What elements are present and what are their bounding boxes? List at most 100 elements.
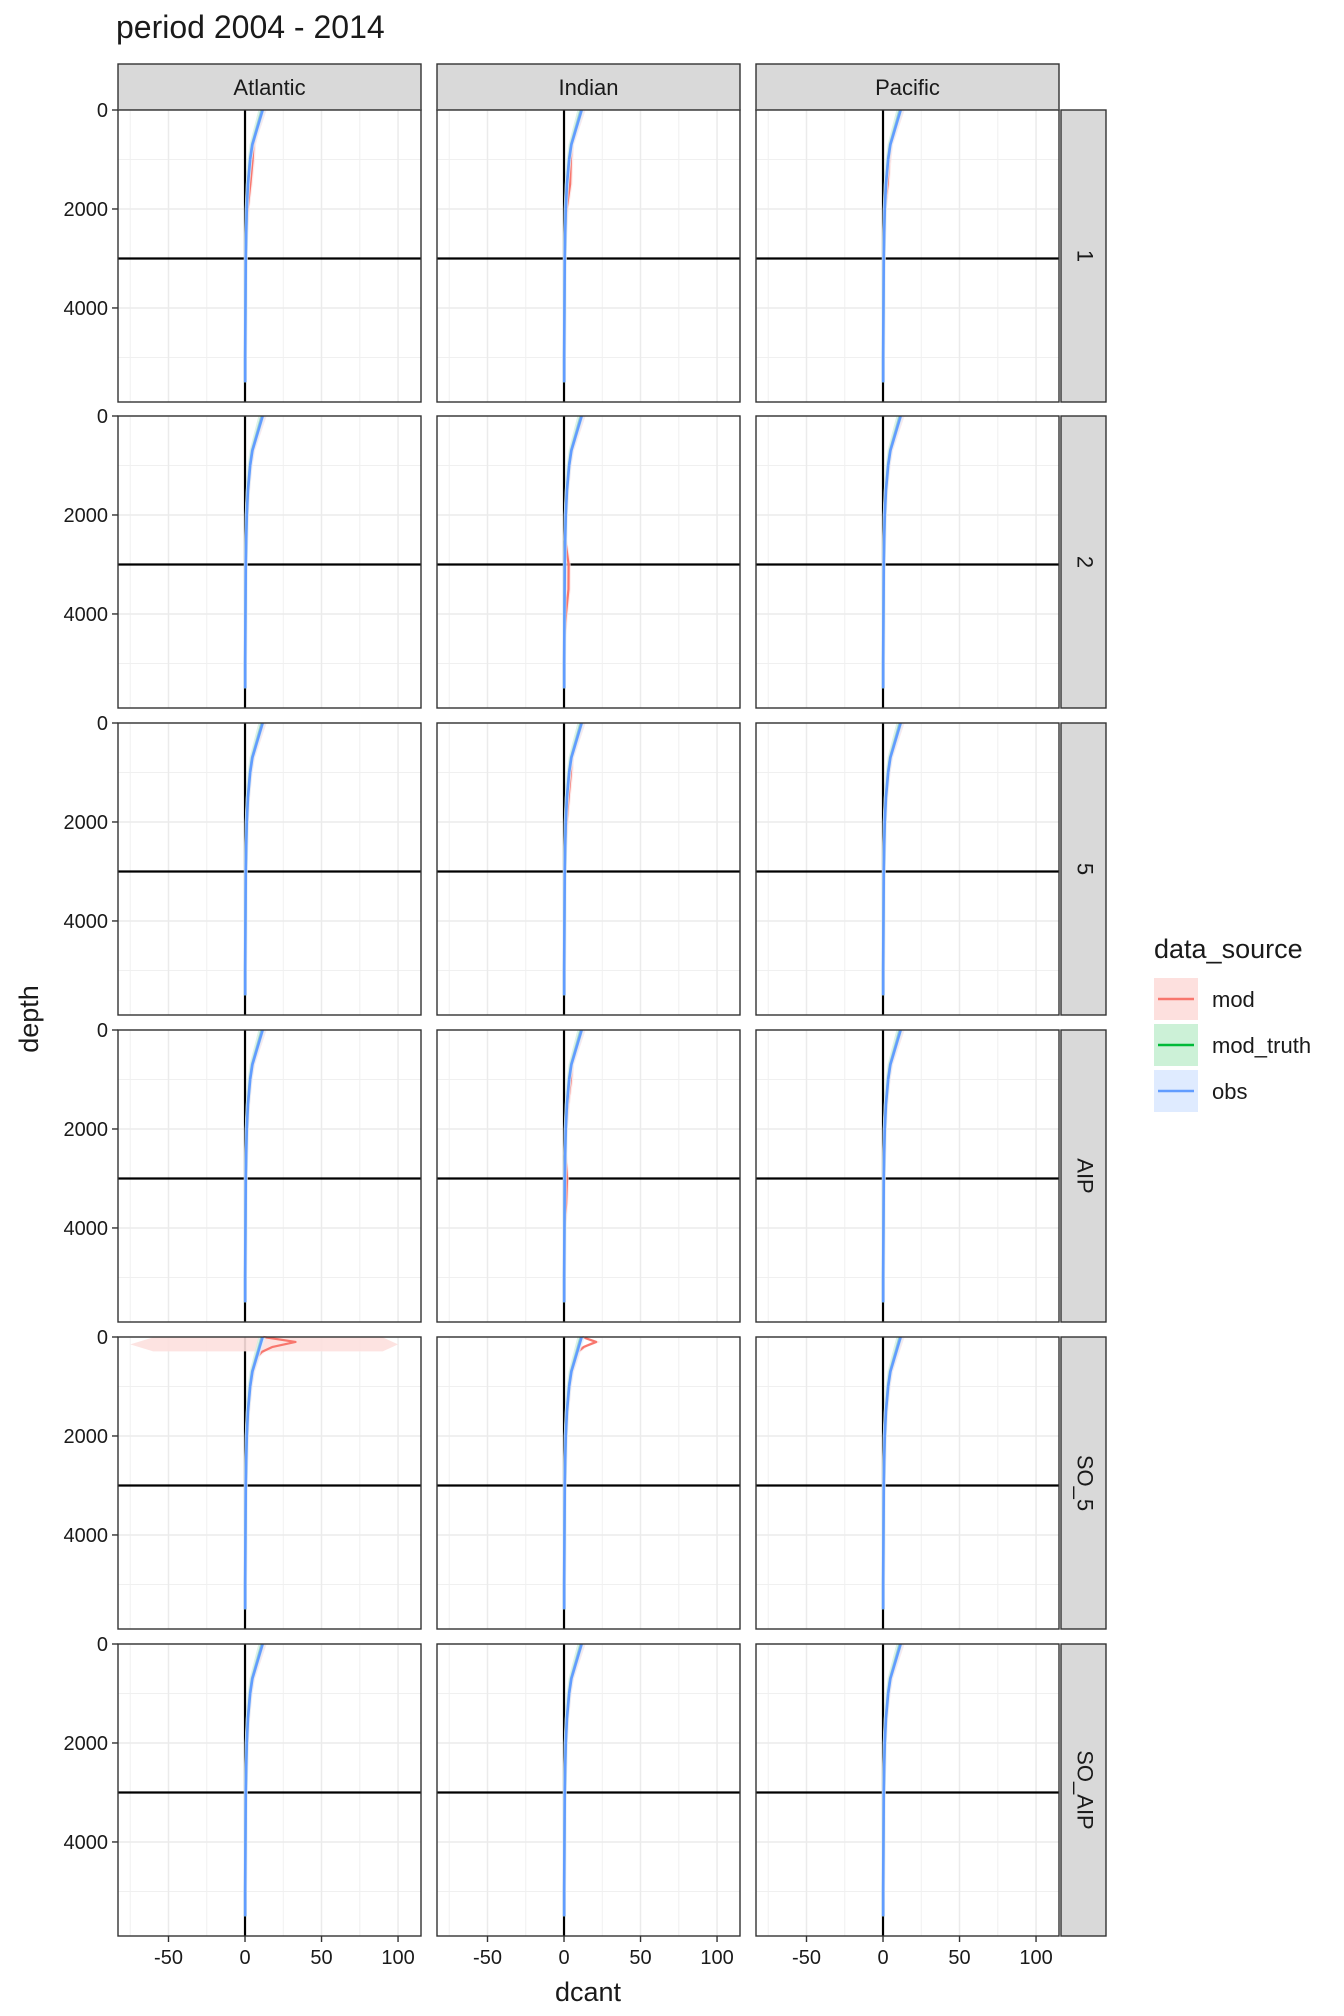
obs-line	[881, 722, 902, 996]
panel-background	[437, 110, 740, 402]
obs-line	[243, 1029, 264, 1303]
y-tick-label: 4000	[64, 1218, 109, 1240]
panel-background	[437, 1337, 740, 1629]
x-tick-label: 100	[381, 1947, 414, 1969]
obs-line	[881, 415, 902, 689]
legend-label-mod: mod	[1212, 987, 1255, 1012]
facet-strip-label-atlantic: Atlantic	[233, 75, 305, 100]
panel-5-pacific	[755, 722, 1060, 1016]
panel-background	[118, 110, 421, 402]
obs-line	[881, 1336, 902, 1610]
panel-so-5-atlantic	[117, 1335, 422, 1630]
panel-border	[436, 1336, 741, 1630]
y-tick-label: 4000	[64, 911, 109, 933]
y-axis-title: depth	[14, 985, 44, 1053]
obs-line	[562, 722, 583, 996]
y-tick-label: 0	[97, 100, 108, 122]
facet-strip-row-label-2: 2	[1073, 556, 1098, 568]
panel-border	[117, 415, 422, 709]
x-tick-label: -50	[154, 1947, 183, 1969]
y-tick-label: 0	[97, 406, 108, 428]
obs-line	[881, 109, 902, 383]
facet-strip-label-pacific: Pacific	[875, 75, 940, 100]
panel-so-5-indian	[436, 1335, 741, 1630]
legend-item-obs: obs	[1154, 1070, 1247, 1112]
facet-strip-row-label-1: 1	[1073, 250, 1098, 262]
panel-aip-atlantic	[117, 1029, 422, 1323]
facet-strip-row-so-5	[1060, 1336, 1107, 1630]
panel-border	[117, 1643, 422, 1937]
panel-border	[755, 415, 1060, 709]
facet-strip-row-label-aip: AIP	[1073, 1158, 1098, 1193]
x-tick-label: 50	[310, 1947, 332, 1969]
obs-line	[243, 109, 264, 383]
panel-background	[437, 416, 740, 708]
obs-line	[562, 415, 583, 689]
y-tick-label: 0	[97, 1327, 108, 1349]
panel-border	[117, 1336, 422, 1630]
y-tick-label: 0	[97, 1634, 108, 1656]
obs-line	[562, 109, 583, 383]
panel-border	[436, 1029, 741, 1323]
facet-strip-row-label-so-5: SO_5	[1073, 1455, 1098, 1511]
panel-background	[756, 1030, 1059, 1322]
panel-border	[436, 415, 741, 709]
x-tick-label: -50	[473, 1947, 502, 1969]
y-tick-label: 2000	[64, 1733, 109, 1755]
panel-border	[755, 1643, 1060, 1937]
panel-border	[755, 1029, 1060, 1323]
obs-line	[243, 415, 264, 689]
panel-border	[755, 1336, 1060, 1630]
facet-strip-atlantic	[117, 63, 422, 111]
panel-background	[118, 1337, 421, 1629]
panel-border	[436, 109, 741, 403]
x-axis-title: dcant	[555, 1977, 622, 2007]
panel-so-aip-indian	[436, 1643, 741, 1937]
y-tick-label: 4000	[64, 1832, 109, 1854]
x-tick-label: 50	[629, 1947, 651, 1969]
chart-title: period 2004 - 2014	[116, 9, 385, 45]
panel-background	[118, 416, 421, 708]
panel-5-indian	[436, 722, 741, 1016]
x-tick-label: 0	[877, 1947, 888, 1969]
panel-border	[117, 722, 422, 1016]
obs-line	[243, 1643, 264, 1917]
panel-border	[436, 722, 741, 1016]
panel-background	[756, 723, 1059, 1015]
panel-border	[755, 109, 1060, 403]
y-tick-label: 4000	[64, 298, 109, 320]
obs-line	[562, 1643, 583, 1917]
obs-line	[243, 722, 264, 996]
panel-background	[756, 110, 1059, 402]
x-tick-label: 50	[948, 1947, 970, 1969]
y-tick-label: 2000	[64, 199, 109, 221]
panel-2-pacific	[755, 415, 1060, 709]
panel-border	[755, 722, 1060, 1016]
panel-so-aip-atlantic	[117, 1643, 422, 1937]
y-tick-label: 2000	[64, 1119, 109, 1141]
panel-border	[117, 1029, 422, 1323]
panel-background	[437, 1030, 740, 1322]
panel-2-atlantic	[117, 415, 422, 709]
y-tick-label: 4000	[64, 604, 109, 626]
panel-border	[117, 109, 422, 403]
obs-line	[881, 1643, 902, 1917]
panel-background	[756, 1337, 1059, 1629]
legend-item-mod: mod	[1154, 978, 1255, 1020]
y-tick-label: 2000	[64, 1426, 109, 1448]
panel-1-atlantic	[117, 109, 422, 403]
panel-5-atlantic	[117, 722, 422, 1016]
panel-aip-indian	[436, 1029, 741, 1323]
facet-strip-label-indian: Indian	[559, 75, 619, 100]
panel-1-pacific	[755, 109, 1060, 403]
panel-so-aip-pacific	[755, 1643, 1060, 1937]
y-tick-label: 2000	[64, 812, 109, 834]
y-tick-label: 0	[97, 713, 108, 735]
panel-background	[437, 723, 740, 1015]
panel-background	[756, 1644, 1059, 1936]
obs-line	[562, 1029, 583, 1303]
legend-item-mod-truth: mod_truth	[1154, 1024, 1311, 1066]
y-tick-label: 0	[97, 1020, 108, 1042]
facet-strip-row-label-5: 5	[1073, 863, 1098, 875]
